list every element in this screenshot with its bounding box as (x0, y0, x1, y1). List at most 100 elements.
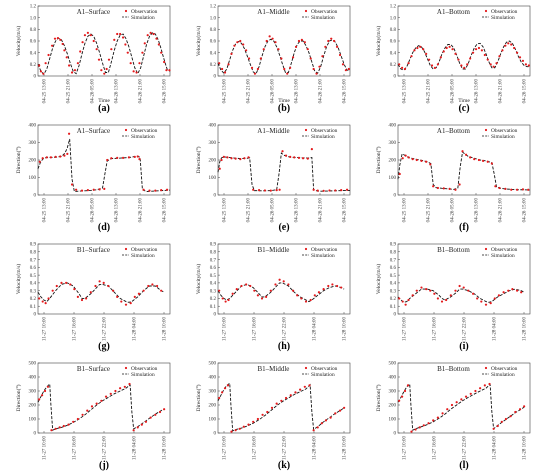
x-tick-label: 04-25 13:00 (223, 79, 228, 104)
observation-point (477, 158, 481, 162)
observation-point (70, 183, 74, 186)
observation-point (116, 32, 119, 36)
x-tick-label: 11-27 10:00 (223, 436, 228, 461)
observation-point (240, 284, 243, 288)
observation-point (149, 31, 152, 34)
observation-point (294, 45, 298, 48)
observation-point (247, 423, 250, 426)
observation-point (100, 399, 103, 402)
observation-point (527, 188, 530, 191)
observation-point (344, 69, 347, 72)
observation-point (230, 430, 233, 433)
legend-observation-label: Observation (311, 247, 338, 253)
observation-point (269, 289, 272, 292)
y-tick-label: 100 (209, 176, 217, 181)
legend-simulation-label: Simulation (131, 15, 155, 21)
x-tick-label: 11-27 22:00 (463, 317, 468, 342)
observation-point (266, 410, 269, 414)
legend-observation-label: Observation (311, 128, 338, 134)
y-tick-label: 1.0 (30, 16, 37, 21)
x-tick-label: 04-25 21:00 (247, 198, 252, 223)
observation-point (309, 57, 312, 60)
legend-simulation-label: Simulation (311, 15, 335, 21)
x-tick-label: 11-28 10:00 (523, 436, 528, 461)
y-tick-label: 0.7 (390, 258, 397, 263)
legend-simulation-label: Simulation (131, 134, 155, 140)
y-tick-label: 500 (29, 362, 37, 367)
panel-k: 0 100 200 300 400 500 11-27 10:00 11-27 16:00 11… (195, 362, 351, 471)
observation-point (235, 288, 238, 291)
x-tick-label: 04-25 21:00 (67, 198, 72, 223)
observation-point (403, 389, 407, 393)
y-tick-label: 0.8 (390, 28, 397, 33)
x-tick-label: 11-27 10:00 (43, 317, 48, 342)
observation-point (89, 291, 92, 294)
observation-point (245, 283, 248, 286)
y-tick-label: 1.2 (390, 5, 397, 10)
x-tick-label: 11-28 04:00 (133, 317, 138, 342)
simulation-line (217, 382, 345, 432)
observation-point (303, 385, 306, 388)
legend-observation-marker (124, 128, 128, 132)
observation-point (51, 289, 54, 292)
observation-point (527, 64, 530, 67)
observation-point (55, 284, 58, 288)
y-axis-label: Velocity(m/s) (375, 264, 382, 295)
observation-point (518, 408, 522, 411)
legend-observation-label: Observation (311, 9, 338, 15)
x-tick-label: 04-25 13:00 (403, 198, 408, 223)
x-tick-label: 04-26 15:00 (523, 198, 528, 223)
x-tick-label: 11-28 04:00 (313, 436, 318, 461)
panel-letter: (b) (278, 103, 290, 114)
observation-point (269, 189, 272, 192)
observation-point (507, 289, 510, 292)
y-tick-label: 0.7 (210, 258, 217, 263)
y-axis-label: Direction(°) (375, 384, 382, 411)
panel-g: 0 0.1 0.2 0.3 0.4 0.5 0.6 0.7 0.8 0.9 11-27 10:00 1… (15, 243, 171, 352)
observation-point (120, 300, 123, 303)
observation-point (280, 399, 283, 402)
observation-point (43, 389, 47, 393)
observation-point (338, 53, 342, 57)
observation-point (256, 294, 259, 297)
x-tick-label: 04-26 15:00 (163, 79, 168, 104)
observation-point (227, 298, 230, 302)
observation-point (297, 156, 301, 159)
y-tick-label: 300 (209, 141, 217, 146)
observation-point (335, 45, 339, 48)
y-tick-label: 400 (29, 376, 37, 381)
observation-point (420, 286, 423, 289)
observation-point (523, 405, 526, 408)
observation-point (63, 49, 66, 52)
observation-point (500, 420, 503, 423)
observation-point (253, 289, 256, 292)
x-tick-label: 11-27 16:00 (433, 436, 438, 461)
observation-point (309, 298, 312, 302)
observation-point (168, 69, 171, 72)
x-tick-label: 04-26 15:00 (343, 198, 348, 223)
legend-observation-marker (304, 9, 308, 13)
observation-point (345, 188, 349, 191)
observation-point (334, 412, 337, 415)
observation-point (474, 389, 477, 393)
y-tick-label: 200 (29, 404, 37, 409)
simulation-line (37, 138, 171, 192)
observation-point (73, 69, 77, 72)
observation-point (165, 188, 169, 191)
y-tick-label: 0 (394, 432, 397, 437)
y-axis-label: Velocity(m/s) (195, 264, 202, 295)
x-tick-label: 11-27 16:00 (73, 317, 78, 342)
observation-point (331, 283, 334, 286)
observation-point (75, 188, 78, 191)
panel-l: 0 100 200 300 400 500 11-27 10:00 11-27 16:00 11… (375, 362, 531, 471)
legend-observation-marker (124, 247, 128, 251)
observation-point (488, 382, 491, 386)
legend-observation-label: Observation (491, 366, 518, 372)
panel-letter: (e) (278, 222, 289, 233)
y-tick-label: 0.5 (210, 274, 217, 279)
observation-point (121, 156, 125, 159)
observation-point (445, 46, 448, 50)
legend-observation-marker (304, 247, 308, 251)
observation-point (107, 284, 110, 288)
observation-point (462, 286, 465, 289)
